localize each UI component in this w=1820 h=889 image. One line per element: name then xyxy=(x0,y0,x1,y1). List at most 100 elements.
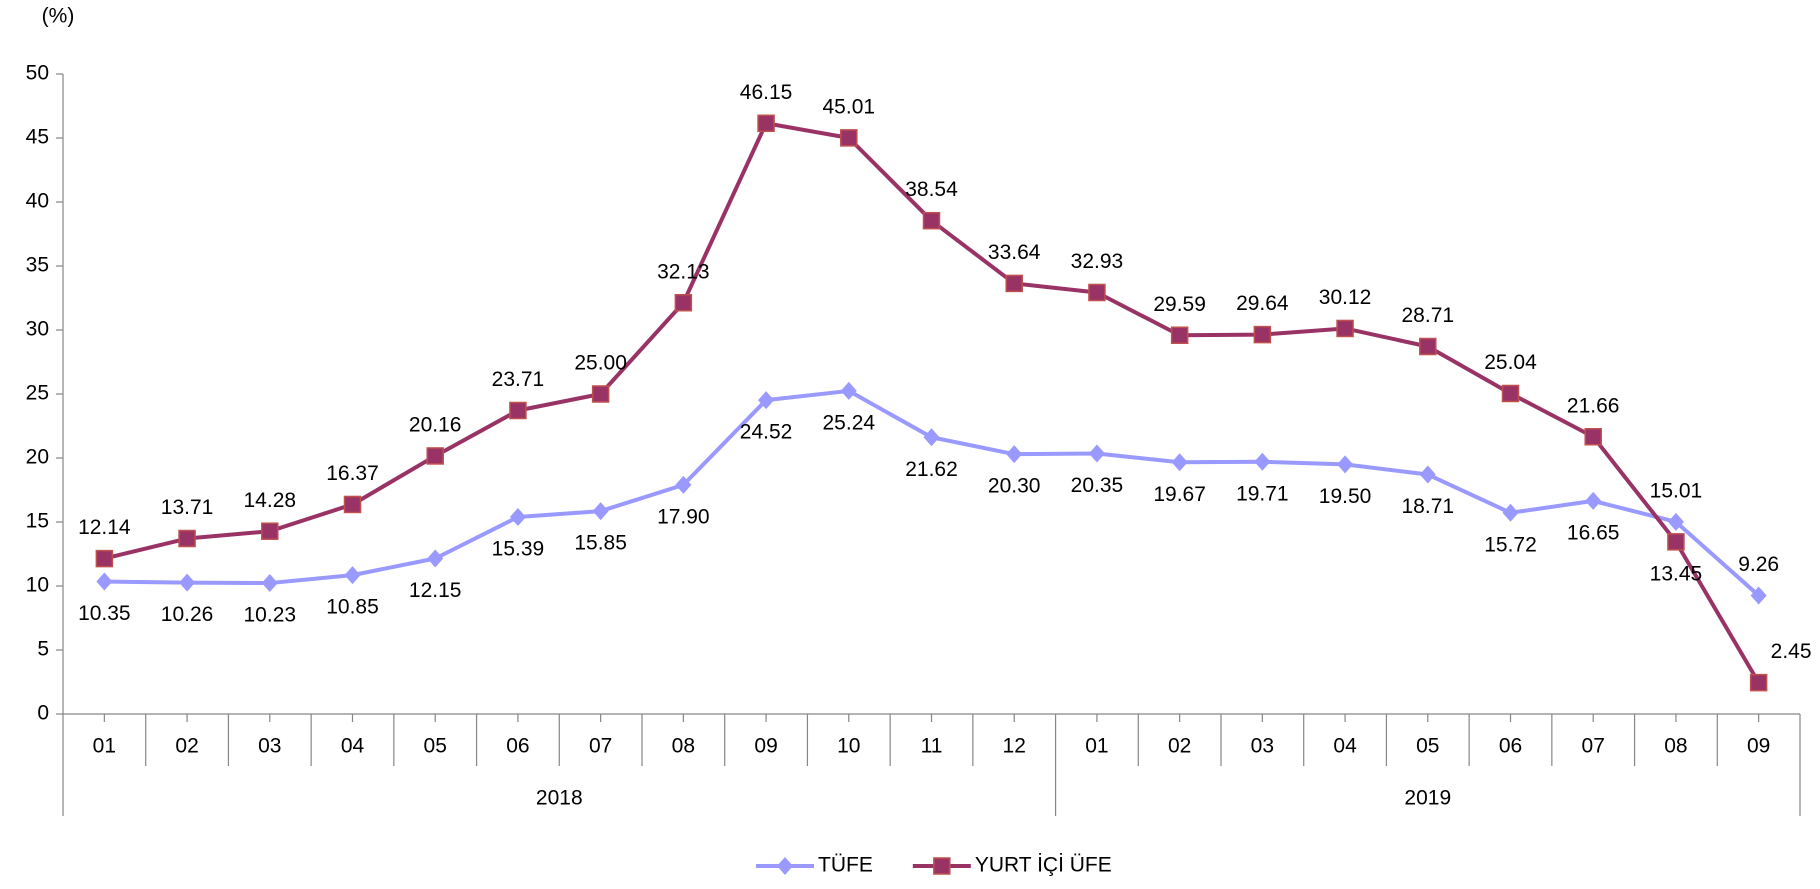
data-label: 20.16 xyxy=(409,413,462,436)
point-marker xyxy=(1501,384,1520,403)
data-label: 38.54 xyxy=(905,178,958,201)
data-label: 19.71 xyxy=(1236,482,1289,505)
point-marker xyxy=(1171,453,1188,472)
data-label: 13.45 xyxy=(1650,562,1703,585)
data-label: 45.01 xyxy=(823,95,876,118)
point-marker xyxy=(1419,465,1436,484)
point-marker xyxy=(1254,452,1271,471)
y-tick-label: 50 xyxy=(26,62,49,85)
point-marker xyxy=(1336,319,1354,338)
data-label: 13.71 xyxy=(161,496,214,519)
data-label: 32.13 xyxy=(657,260,710,283)
series-line xyxy=(104,388,1760,597)
point-marker xyxy=(758,391,775,410)
point-marker xyxy=(509,508,526,527)
x-tick-label: 06 xyxy=(1499,735,1522,758)
x-tick-label: 12 xyxy=(1003,735,1026,758)
point-marker xyxy=(343,495,362,514)
point-marker xyxy=(1749,673,1768,692)
data-label: 24.52 xyxy=(740,421,793,444)
point-marker xyxy=(1170,326,1189,344)
y-tick-label: 10 xyxy=(26,574,49,597)
x-tick-label: 09 xyxy=(1747,735,1770,758)
point-marker xyxy=(178,529,196,548)
x-tick-label: 03 xyxy=(1251,735,1274,758)
legend-marker xyxy=(777,857,793,875)
x-tick-label: 08 xyxy=(672,735,695,758)
point-marker xyxy=(592,502,609,521)
data-label: 10.35 xyxy=(78,602,131,625)
x-tick-label: 03 xyxy=(258,735,281,758)
point-marker xyxy=(509,401,527,420)
point-marker xyxy=(1337,455,1354,474)
point-marker xyxy=(840,381,857,400)
data-label: 25.04 xyxy=(1484,351,1537,374)
point-marker xyxy=(840,129,858,147)
x-tick-label: 07 xyxy=(1582,735,1605,758)
data-label: 28.71 xyxy=(1402,304,1455,327)
x-tick-label: 07 xyxy=(589,735,612,758)
point-marker xyxy=(1006,445,1023,464)
x-tick-label: 02 xyxy=(175,735,198,758)
x-tick-label: 06 xyxy=(506,735,529,758)
data-label: 25.00 xyxy=(574,352,627,375)
y-tick-label: 5 xyxy=(37,638,49,661)
point-marker xyxy=(426,447,444,465)
y-tick-label: 15 xyxy=(26,510,49,533)
point-marker xyxy=(675,475,692,494)
x-group-label: 2019 xyxy=(1404,787,1451,810)
point-marker xyxy=(96,572,113,591)
legend-label: YURT İÇİ ÜFE xyxy=(975,854,1112,877)
legend-marker xyxy=(933,857,951,875)
point-marker xyxy=(95,549,114,568)
data-label: 14.28 xyxy=(244,489,297,512)
data-label: 21.66 xyxy=(1567,394,1620,417)
x-tick-label: 04 xyxy=(1333,735,1357,758)
data-label: 9.26 xyxy=(1738,553,1779,576)
x-group-label: 2018 xyxy=(536,787,583,810)
point-marker xyxy=(1584,428,1602,446)
point-marker xyxy=(923,428,940,447)
point-marker xyxy=(674,293,693,312)
data-label: 15.72 xyxy=(1484,533,1537,556)
point-marker xyxy=(1253,325,1272,344)
point-marker xyxy=(344,566,361,585)
point-marker xyxy=(1750,586,1767,605)
x-tick-label: 01 xyxy=(93,735,116,758)
y-tick-label: 40 xyxy=(26,190,49,213)
data-label: 21.62 xyxy=(905,458,958,481)
data-label: 16.37 xyxy=(326,462,379,485)
data-label: 17.90 xyxy=(657,505,710,528)
data-label: 15.01 xyxy=(1650,479,1703,502)
data-label: 19.50 xyxy=(1319,485,1372,508)
data-label: 25.24 xyxy=(823,411,876,434)
data-label: 15.85 xyxy=(574,532,627,555)
data-label: 20.30 xyxy=(988,475,1041,498)
data-label: 33.64 xyxy=(988,241,1041,264)
point-marker xyxy=(427,549,444,568)
data-label: 18.71 xyxy=(1402,495,1455,518)
data-label: 15.39 xyxy=(492,538,545,561)
data-label: 10.85 xyxy=(326,596,379,619)
data-label: 10.23 xyxy=(244,604,297,627)
data-label: 29.59 xyxy=(1153,293,1206,316)
y-tick-label: 20 xyxy=(26,446,49,469)
data-label: 16.65 xyxy=(1567,521,1620,544)
point-marker xyxy=(1667,512,1684,531)
x-tick-label: 01 xyxy=(1085,735,1108,758)
data-label: 23.71 xyxy=(492,368,545,391)
x-tick-label: 09 xyxy=(754,735,777,758)
x-tick-label: 02 xyxy=(1168,735,1191,758)
point-marker xyxy=(1502,503,1519,522)
data-label: 12.15 xyxy=(409,579,462,602)
y-tick-label: 0 xyxy=(37,702,49,725)
point-marker xyxy=(1088,444,1105,463)
point-marker xyxy=(922,211,941,230)
x-tick-label: 05 xyxy=(1416,735,1439,758)
y-unit: (%) xyxy=(42,5,75,28)
x-tick-label: 10 xyxy=(837,735,860,758)
point-marker xyxy=(179,573,196,592)
data-label: 19.67 xyxy=(1153,483,1206,506)
data-label: 29.64 xyxy=(1236,292,1289,315)
